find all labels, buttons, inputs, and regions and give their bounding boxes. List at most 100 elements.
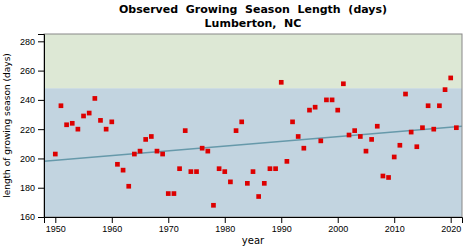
scatter-point <box>341 81 346 86</box>
scatter-point <box>59 103 64 108</box>
y-tick: 260 <box>20 66 44 76</box>
scatter-point <box>301 146 306 151</box>
scatter-point <box>352 128 357 133</box>
background-band <box>44 34 462 88</box>
scatter-point <box>335 108 340 113</box>
scatter-point <box>194 169 199 174</box>
y-tick-label: 200 <box>20 154 35 164</box>
scatter-point <box>205 149 210 154</box>
y-tick-label: 180 <box>20 183 35 193</box>
title: Observed Growing Season Length (days) <box>119 3 387 16</box>
y-tick-mark <box>38 71 44 72</box>
scatter-point <box>251 169 256 174</box>
x-tick-mark <box>281 217 282 223</box>
x-tick-label: 2000 <box>328 224 348 234</box>
background-band <box>44 88 462 217</box>
scatter-point <box>76 127 81 132</box>
x-tick: 1980 <box>215 217 235 234</box>
scatter-point <box>149 134 154 139</box>
scatter-point <box>121 168 126 173</box>
scatter-point <box>228 180 233 185</box>
scatter-point <box>239 119 244 124</box>
x-tick: 2000 <box>328 217 348 234</box>
y-tick-label: 160 <box>20 212 35 222</box>
x-tick-label: 1960 <box>102 224 122 234</box>
scatter-point <box>386 175 391 180</box>
x-tick: 1990 <box>272 217 292 234</box>
scatter-point <box>330 98 335 103</box>
scatter-point <box>143 137 148 142</box>
x-tick-label: 1980 <box>215 224 235 234</box>
scatter-point <box>279 80 284 85</box>
y-tick-mark <box>38 188 44 189</box>
scatter-point <box>375 124 380 129</box>
y-tick: 200 <box>20 154 44 164</box>
y-axis: 160180200220240260280 <box>20 35 45 223</box>
scatter-point <box>98 118 103 123</box>
scatter-point <box>448 76 453 81</box>
scatter-point <box>172 191 177 196</box>
scatter-point <box>166 191 171 196</box>
x-tick-mark <box>451 217 452 223</box>
y-tick-mark <box>38 129 44 130</box>
scatter-point <box>318 139 323 144</box>
scatter-point <box>347 133 352 138</box>
x-tick-mark <box>55 217 56 223</box>
y-tick-mark <box>38 217 44 218</box>
scatter-point <box>234 128 239 133</box>
scatter-point <box>81 114 86 119</box>
scatter-point <box>138 149 143 154</box>
scatter-point <box>70 121 75 126</box>
scatter-point <box>381 174 386 179</box>
scatter-point <box>132 152 137 157</box>
y-tick-mark <box>38 41 44 42</box>
scatter-point <box>268 166 273 171</box>
x-tick-mark <box>112 217 113 223</box>
x-tick-label: 1990 <box>272 224 292 234</box>
x-axis-line <box>45 218 463 224</box>
x-tick-mark <box>394 217 395 223</box>
y-axis-title: length of growing season (days) <box>2 53 12 198</box>
scatter-point <box>296 134 301 139</box>
x-tick-label: 2020 <box>441 224 461 234</box>
x-tick-label: 2010 <box>385 224 405 234</box>
scatter-point <box>245 181 250 186</box>
scatter-point <box>160 152 165 157</box>
x-tick: 2020 <box>441 217 461 234</box>
y-tick: 160 <box>20 212 44 222</box>
scatter-point <box>92 96 97 101</box>
x-tick: 1960 <box>102 217 122 234</box>
scatter-point <box>189 169 194 174</box>
subtitle: Lumberton, NC <box>205 17 302 30</box>
x-tick: 2010 <box>385 217 405 234</box>
y-axis-line <box>38 35 45 218</box>
trend-line <box>44 126 462 161</box>
scatter-point <box>126 184 131 189</box>
scatter-point <box>155 149 160 154</box>
scatter-point <box>109 119 114 124</box>
scatter-point <box>273 166 278 171</box>
scatter-point <box>87 111 92 116</box>
scatter-point <box>256 194 261 199</box>
x-tick: 1970 <box>159 217 179 234</box>
scatter-point <box>183 128 188 133</box>
scatter-point <box>211 203 216 208</box>
scatter-point <box>324 98 329 103</box>
scatter-point <box>392 155 397 160</box>
scatter-point <box>285 159 290 164</box>
scatter-point <box>53 152 58 157</box>
scatter-point <box>369 137 374 142</box>
x-tick-label: 1950 <box>46 224 66 234</box>
y-tick-label: 240 <box>20 95 35 105</box>
x-axis-title: year <box>242 235 265 246</box>
scatter-point <box>307 108 312 113</box>
scatter-point <box>177 166 182 171</box>
x-tick-mark <box>168 217 169 223</box>
y-tick-label: 260 <box>20 66 35 76</box>
scatter-point <box>409 130 414 135</box>
scatter-point <box>364 149 369 154</box>
y-tick: 180 <box>20 183 44 193</box>
scatter-point <box>200 146 205 151</box>
scatter-point <box>313 105 318 110</box>
y-tick-label: 280 <box>20 37 35 47</box>
